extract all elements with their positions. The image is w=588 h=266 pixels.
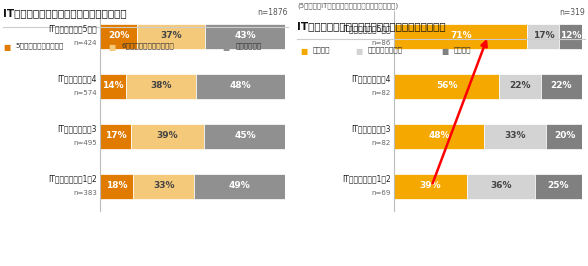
Text: n=82: n=82	[372, 140, 391, 146]
Text: ■: ■	[222, 43, 229, 52]
Text: ■: ■	[3, 43, 10, 52]
Bar	[559, 23, 582, 48]
Bar	[100, 73, 126, 98]
Text: ■: ■	[300, 47, 307, 56]
Text: 43%: 43%	[235, 31, 256, 40]
Text: 45%: 45%	[235, 131, 256, 140]
Bar	[100, 123, 132, 148]
Text: ITスキルレベル4: ITスキルレベル4	[58, 75, 97, 84]
Text: 増加した: 増加した	[313, 47, 330, 53]
Bar	[540, 73, 582, 98]
Bar	[527, 23, 559, 48]
Bar	[467, 173, 535, 198]
Text: ITスキルレベル別にみた転職後の賃金上昇者の割合: ITスキルレベル別にみた転職後の賃金上昇者の割合	[297, 21, 446, 31]
Text: n=495: n=495	[74, 140, 97, 146]
Text: 48%: 48%	[428, 131, 450, 140]
Text: 22%: 22%	[509, 81, 531, 90]
Text: 17%: 17%	[533, 31, 554, 40]
Text: ■: ■	[355, 47, 362, 56]
Bar	[205, 23, 285, 48]
Text: 22%: 22%	[550, 81, 572, 90]
Bar	[126, 73, 196, 98]
Bar	[499, 73, 540, 98]
Text: ITスキルレベル3: ITスキルレベル3	[58, 125, 97, 134]
Bar	[535, 173, 582, 198]
Text: n=574: n=574	[74, 90, 97, 96]
Text: n=82: n=82	[372, 90, 391, 96]
Text: n=319: n=319	[559, 8, 585, 17]
Text: 33%: 33%	[505, 131, 526, 140]
Text: 33%: 33%	[153, 181, 175, 190]
Bar	[394, 73, 499, 98]
Text: 25%: 25%	[548, 181, 569, 190]
Text: ITスキルレベル1～2: ITスキルレベル1～2	[342, 175, 391, 184]
Text: 56%: 56%	[436, 81, 457, 90]
Text: 減少した: 減少した	[454, 47, 472, 53]
Text: 37%: 37%	[161, 31, 182, 40]
Text: ■: ■	[109, 43, 116, 52]
Text: 49%: 49%	[229, 181, 250, 190]
Bar	[394, 23, 527, 48]
Text: n=1876: n=1876	[258, 8, 288, 17]
Text: n=86: n=86	[372, 40, 391, 46]
Bar	[132, 123, 203, 148]
Bar	[100, 173, 133, 198]
Bar	[394, 123, 485, 148]
Text: 38%: 38%	[151, 81, 172, 90]
Bar	[546, 123, 584, 148]
Bar	[485, 123, 546, 148]
Text: 39%: 39%	[157, 131, 178, 140]
Text: ITスキルレベル5以上: ITスキルレベル5以上	[48, 25, 97, 34]
Text: 12%: 12%	[560, 31, 582, 40]
Text: (5年以内にIT・デジタル職種に転職した者のうち): (5年以内にIT・デジタル職種に転職した者のうち)	[297, 3, 398, 9]
Text: 18%: 18%	[106, 181, 128, 190]
Text: ほとんど変化なし: ほとんど変化なし	[368, 47, 403, 53]
Text: 17%: 17%	[105, 131, 126, 140]
Text: ITスキルレベル5以上: ITスキルレベル5以上	[342, 25, 391, 34]
Bar	[203, 123, 287, 148]
Bar	[100, 23, 137, 48]
Text: 5年以内に転職経験あり: 5年以内に転職経験あり	[16, 43, 64, 49]
Text: ITスキルレベル4: ITスキルレベル4	[352, 75, 391, 84]
Text: 転職経験なし: 転職経験なし	[235, 43, 262, 49]
Text: ITスキルレベル3: ITスキルレベル3	[352, 125, 391, 134]
Bar	[195, 173, 285, 198]
Text: 71%: 71%	[450, 31, 472, 40]
Text: 39%: 39%	[420, 181, 442, 190]
Text: ■: ■	[441, 47, 448, 56]
Text: n=69: n=69	[372, 190, 391, 196]
Text: 48%: 48%	[230, 81, 252, 90]
Bar	[133, 173, 195, 198]
Bar	[137, 23, 205, 48]
Text: n=424: n=424	[74, 40, 97, 46]
Text: ITスキルレベル別にみた転職経験者の割合: ITスキルレベル別にみた転職経験者の割合	[3, 8, 126, 18]
Text: 14%: 14%	[102, 81, 123, 90]
Text: n=383: n=383	[73, 190, 97, 196]
Text: ITスキルレベル1～2: ITスキルレベル1～2	[48, 175, 97, 184]
Text: 20%: 20%	[554, 131, 576, 140]
Text: 36%: 36%	[490, 181, 512, 190]
Bar	[196, 73, 285, 98]
Bar	[394, 173, 467, 198]
Text: 6年以上前に転職経験あり: 6年以上前に転職経験あり	[122, 43, 175, 49]
Text: 20%: 20%	[108, 31, 129, 40]
